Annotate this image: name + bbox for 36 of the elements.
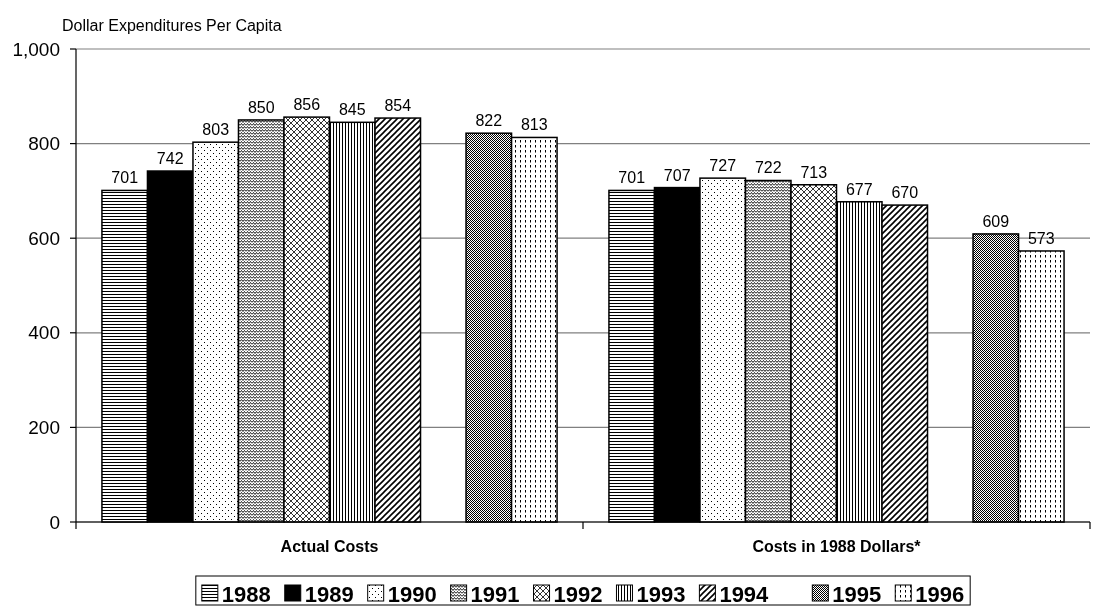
legend-label: 1993 xyxy=(636,582,686,606)
data-label: 713 xyxy=(800,163,828,181)
data-label: 727 xyxy=(709,157,737,175)
data-label: 854 xyxy=(384,97,412,115)
data-label: 670 xyxy=(891,184,919,202)
legend-label: 1990 xyxy=(387,582,437,606)
data-label: 573 xyxy=(1027,229,1055,247)
data-label: 856 xyxy=(293,96,321,114)
y-tick-label: 800 xyxy=(28,133,60,155)
y-tick-label: 200 xyxy=(28,417,60,439)
data-label: 813 xyxy=(520,116,548,134)
legend-label: 1994 xyxy=(719,582,770,606)
y-axis-title: Dollar Expenditures Per Capita xyxy=(62,17,282,34)
data-label: 803 xyxy=(202,121,230,139)
data-label: 701 xyxy=(111,169,139,187)
legend-label: 1989 xyxy=(304,582,354,606)
y-tick-label: 1,000 xyxy=(12,38,60,60)
data-label: 822 xyxy=(475,112,503,130)
data-label: 701 xyxy=(618,169,646,187)
y-tick-label: 400 xyxy=(28,322,60,344)
y-tick-label: 0 xyxy=(49,511,60,533)
x-tick-label: Costs in 1988 Dollars* xyxy=(752,538,922,555)
data-label: 742 xyxy=(156,150,184,168)
data-label: 609 xyxy=(982,212,1010,230)
data-label: 677 xyxy=(845,180,873,198)
data-label: 722 xyxy=(754,159,782,177)
data-label: 850 xyxy=(247,98,275,116)
legend-label: 1995 xyxy=(832,582,882,606)
y-tick-label: 600 xyxy=(28,227,60,249)
legend-label: 1988 xyxy=(221,582,271,606)
data-label: 845 xyxy=(338,101,366,119)
data-label: 707 xyxy=(663,166,691,184)
legend-label: 1996 xyxy=(915,582,965,606)
x-tick-label: Actual Costs xyxy=(280,538,379,555)
legend-label: 1992 xyxy=(553,582,603,606)
legend-label: 1991 xyxy=(470,582,520,606)
